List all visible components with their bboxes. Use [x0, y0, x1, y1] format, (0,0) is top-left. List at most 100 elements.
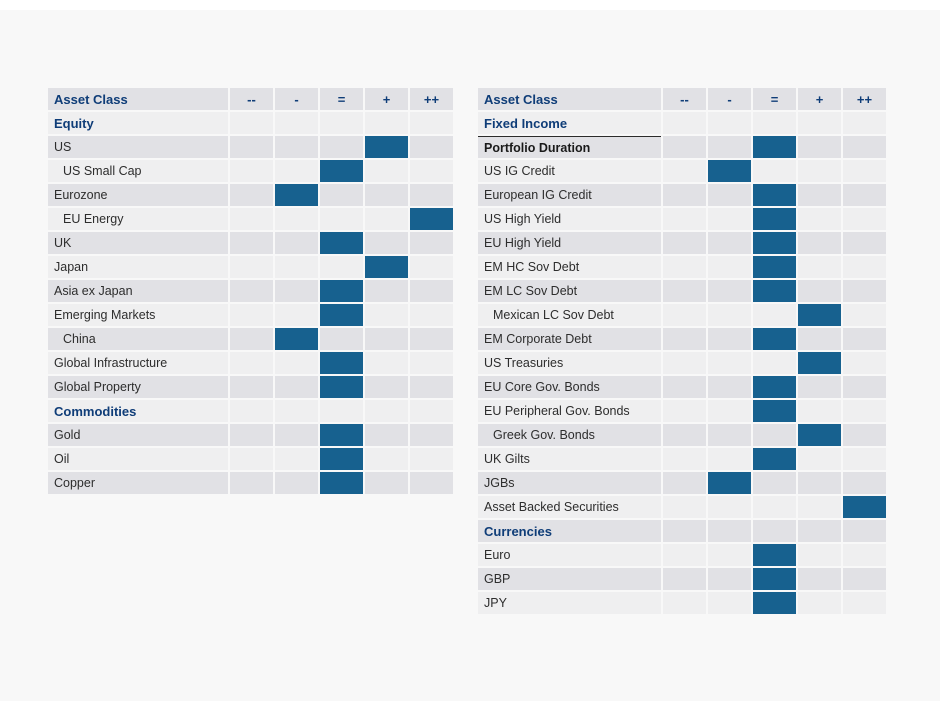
rating-cell	[798, 256, 841, 278]
column-header-rating-2: -	[708, 88, 751, 110]
rating-cell	[410, 328, 453, 350]
rating-cell	[230, 256, 273, 278]
asset-class-label: EM HC Sov Debt	[478, 256, 661, 278]
category-label: Commodities	[48, 400, 228, 422]
rating-cell	[275, 472, 318, 494]
asset-class-label: GBP	[478, 568, 661, 590]
rating-marker-cell	[753, 184, 796, 206]
rating-cell	[798, 376, 841, 398]
rating-cell	[843, 544, 886, 566]
rating-cell	[843, 472, 886, 494]
rating-cell	[275, 400, 318, 422]
asset-class-label: Global Property	[48, 376, 228, 398]
rating-cell	[410, 256, 453, 278]
rating-cell	[230, 280, 273, 302]
rating-cell	[230, 112, 273, 134]
rating-marker-cell	[798, 304, 841, 326]
rating-cell	[365, 472, 408, 494]
rating-cell	[663, 184, 706, 206]
rating-cell	[663, 400, 706, 422]
rating-cell	[275, 424, 318, 446]
asset-class-label: Eurozone	[48, 184, 228, 206]
rating-cell	[663, 496, 706, 518]
rating-cell	[663, 280, 706, 302]
asset-class-label: Copper	[48, 472, 228, 494]
rating-cell	[230, 424, 273, 446]
column-header-rating-4: +	[798, 88, 841, 110]
rating-marker-cell	[708, 160, 751, 182]
rating-cell	[843, 136, 886, 158]
column-header-asset-class: Asset Class	[478, 88, 661, 110]
rating-cell	[410, 232, 453, 254]
rating-cell	[320, 208, 363, 230]
rating-cell	[663, 592, 706, 614]
rating-cell	[708, 520, 751, 542]
rating-marker-cell	[753, 544, 796, 566]
rating-cell	[365, 208, 408, 230]
rating-cell	[843, 280, 886, 302]
rating-marker-cell	[753, 328, 796, 350]
rating-cell	[663, 472, 706, 494]
rating-marker-cell	[320, 280, 363, 302]
rating-cell	[365, 280, 408, 302]
rating-cell	[843, 112, 886, 134]
rating-cell	[320, 328, 363, 350]
rating-marker-cell	[753, 136, 796, 158]
rating-marker-cell	[753, 208, 796, 230]
rating-cell	[753, 160, 796, 182]
asset-class-label: JPY	[478, 592, 661, 614]
rating-cell	[708, 448, 751, 470]
asset-class-label: European IG Credit	[478, 184, 661, 206]
rating-cell	[663, 568, 706, 590]
rating-cell	[798, 496, 841, 518]
rating-cell	[708, 592, 751, 614]
rating-cell	[663, 232, 706, 254]
rating-marker-cell	[708, 472, 751, 494]
rating-cell	[663, 136, 706, 158]
rating-cell	[663, 304, 706, 326]
rating-marker-cell	[798, 352, 841, 374]
asset-class-label: JGBs	[478, 472, 661, 494]
rating-marker-cell	[320, 448, 363, 470]
rating-marker-cell	[753, 232, 796, 254]
rating-cell	[663, 544, 706, 566]
category-label: Equity	[48, 112, 228, 134]
column-header-asset-class: Asset Class	[48, 88, 228, 110]
rating-cell	[275, 352, 318, 374]
rating-cell	[663, 208, 706, 230]
rating-cell	[410, 376, 453, 398]
rating-cell	[843, 184, 886, 206]
column-header-rating-5: ++	[410, 88, 453, 110]
rating-cell	[230, 352, 273, 374]
column-header-rating-3: =	[320, 88, 363, 110]
rating-marker-cell	[843, 496, 886, 518]
category-label: Currencies	[478, 520, 661, 542]
rating-cell	[708, 280, 751, 302]
rating-cell	[230, 448, 273, 470]
rating-cell	[843, 304, 886, 326]
rating-cell	[365, 112, 408, 134]
rating-cell	[320, 400, 363, 422]
rating-cell	[230, 232, 273, 254]
rating-marker-cell	[320, 424, 363, 446]
column-header-rating-2: -	[275, 88, 318, 110]
rating-cell	[843, 424, 886, 446]
rating-cell	[230, 160, 273, 182]
rating-marker-cell	[753, 256, 796, 278]
asset-class-label: Greek Gov. Bonds	[478, 424, 661, 446]
asset-class-label: US Treasuries	[478, 352, 661, 374]
asset-class-label: UK Gilts	[478, 448, 661, 470]
category-label: Fixed Income	[478, 112, 661, 134]
rating-cell	[663, 256, 706, 278]
rating-cell	[230, 328, 273, 350]
rating-cell	[365, 304, 408, 326]
rating-cell	[753, 352, 796, 374]
asset-class-label: US Small Cap	[48, 160, 228, 182]
rating-cell	[230, 400, 273, 422]
rating-cell	[798, 280, 841, 302]
asset-class-label: EU High Yield	[478, 232, 661, 254]
asset-class-label: US IG Credit	[478, 160, 661, 182]
asset-class-label: Euro	[478, 544, 661, 566]
rating-cell	[275, 112, 318, 134]
rating-cell	[410, 136, 453, 158]
